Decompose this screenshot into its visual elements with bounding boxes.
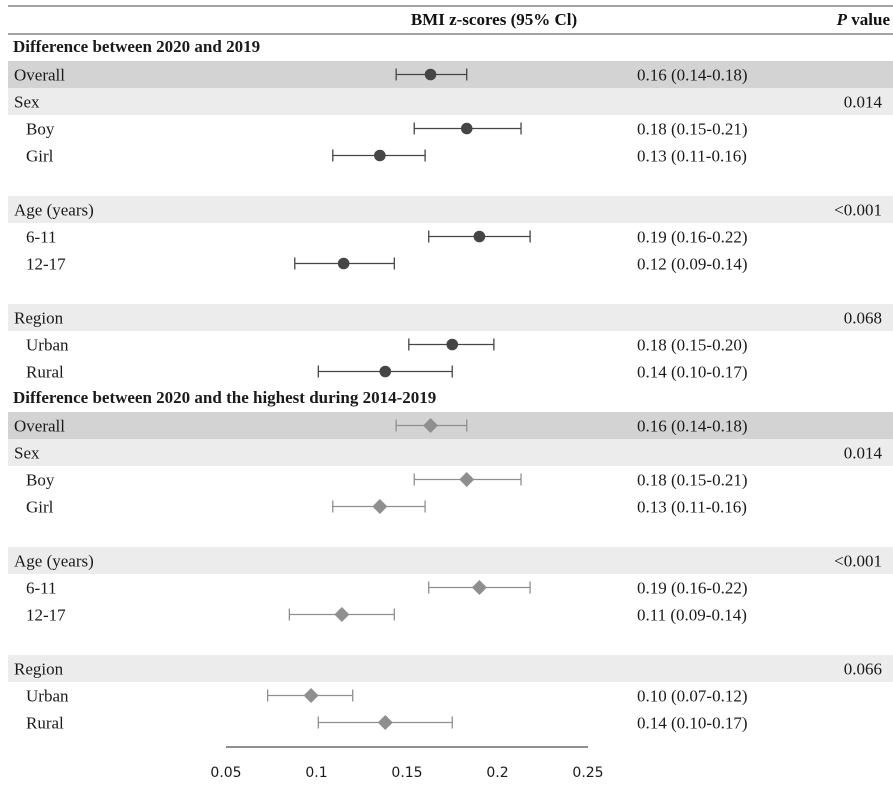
point-estimate-circle bbox=[446, 338, 459, 351]
ci-value: 0.18 (0.15-0.20) bbox=[637, 336, 747, 355]
ci-value: 0.19 (0.16-0.22) bbox=[637, 579, 747, 598]
row-label: Age (years) bbox=[14, 201, 94, 220]
row-band bbox=[8, 304, 893, 331]
ci-value: 0.18 (0.15-0.21) bbox=[637, 471, 747, 490]
p-value: <0.001 bbox=[834, 552, 882, 571]
ci-value: 0.16 (0.14-0.18) bbox=[637, 417, 747, 436]
p-value: 0.068 bbox=[844, 309, 882, 328]
ci-value: 0.12 (0.09-0.14) bbox=[637, 255, 747, 274]
panel-title: Difference between 2020 and the highest … bbox=[13, 388, 436, 407]
x-axis: 0.05 0.1 0.15 0.2 0.25 bbox=[210, 746, 604, 781]
row-band bbox=[8, 439, 893, 466]
point-estimate-diamond bbox=[459, 472, 475, 487]
row-band bbox=[8, 655, 893, 682]
ci-value: 0.14 (0.10-0.17) bbox=[637, 714, 747, 733]
x-tick-label: 0.2 bbox=[486, 765, 508, 781]
point-estimate-circle bbox=[424, 68, 437, 81]
point-estimate-circle bbox=[473, 230, 486, 243]
point-estimate-diamond bbox=[377, 715, 393, 730]
row-label: Region bbox=[14, 309, 64, 328]
ci-value: 0.13 (0.11-0.16) bbox=[637, 147, 747, 166]
ci-value: 0.14 (0.10-0.17) bbox=[637, 363, 747, 382]
p-value: <0.001 bbox=[834, 201, 882, 220]
point-estimate-circle bbox=[337, 257, 350, 270]
estimate-column-header: BMI z-scores (95% Cl) bbox=[411, 10, 577, 29]
point-estimate-circle bbox=[374, 149, 386, 162]
row-label: Boy bbox=[26, 120, 55, 139]
row-label: Rural bbox=[26, 363, 64, 382]
rows-layer: Difference between 2020 and 2019 Overall 0… bbox=[8, 37, 893, 733]
p-value: 0.014 bbox=[844, 444, 883, 463]
row-label: 12-17 bbox=[26, 606, 66, 625]
point-estimate-diamond bbox=[423, 418, 439, 433]
row-label: Girl bbox=[26, 498, 54, 517]
ci-value: 0.13 (0.11-0.16) bbox=[637, 498, 747, 517]
row-band bbox=[8, 547, 893, 574]
x-tick-label: 0.15 bbox=[391, 765, 422, 781]
row-label: Overall bbox=[14, 66, 65, 85]
row-label: Sex bbox=[14, 93, 40, 112]
row-label: Overall bbox=[14, 417, 65, 436]
point-estimate-diamond bbox=[334, 607, 350, 622]
row-label: Boy bbox=[26, 471, 55, 490]
p-value: 0.014 bbox=[844, 93, 883, 112]
point-estimate-diamond bbox=[372, 499, 388, 514]
ci-value: 0.11 (0.09-0.14) bbox=[637, 606, 747, 625]
row-label: 6-11 bbox=[26, 228, 57, 247]
row-label: Age (years) bbox=[14, 552, 94, 571]
row-band bbox=[8, 196, 893, 223]
point-estimate-circle bbox=[379, 365, 392, 378]
row-label: Urban bbox=[26, 336, 69, 355]
row-label: 6-11 bbox=[26, 579, 57, 598]
row-label: 12-17 bbox=[26, 255, 66, 274]
point-estimate-diamond bbox=[303, 688, 319, 703]
row-label: Sex bbox=[14, 444, 40, 463]
row-label: Rural bbox=[26, 714, 64, 733]
x-tick-label: 0.25 bbox=[572, 765, 603, 781]
p-value-column-header: P value bbox=[836, 10, 891, 29]
point-estimate-circle bbox=[460, 122, 473, 135]
panel-title: Difference between 2020 and 2019 bbox=[13, 37, 260, 56]
ci-value: 0.10 (0.07-0.12) bbox=[637, 687, 747, 706]
x-tick-label: 0.1 bbox=[305, 765, 327, 781]
ci-value: 0.19 (0.16-0.22) bbox=[637, 228, 747, 247]
row-label: Girl bbox=[26, 147, 54, 166]
ci-value: 0.16 (0.14-0.18) bbox=[637, 66, 747, 85]
p-value: 0.066 bbox=[844, 660, 882, 679]
x-tick-label: 0.05 bbox=[210, 765, 241, 781]
row-band bbox=[8, 88, 893, 115]
row-label: Urban bbox=[26, 687, 69, 706]
ci-value: 0.18 (0.15-0.21) bbox=[637, 120, 747, 139]
point-estimate-diamond bbox=[471, 580, 487, 595]
row-label: Region bbox=[14, 660, 64, 679]
